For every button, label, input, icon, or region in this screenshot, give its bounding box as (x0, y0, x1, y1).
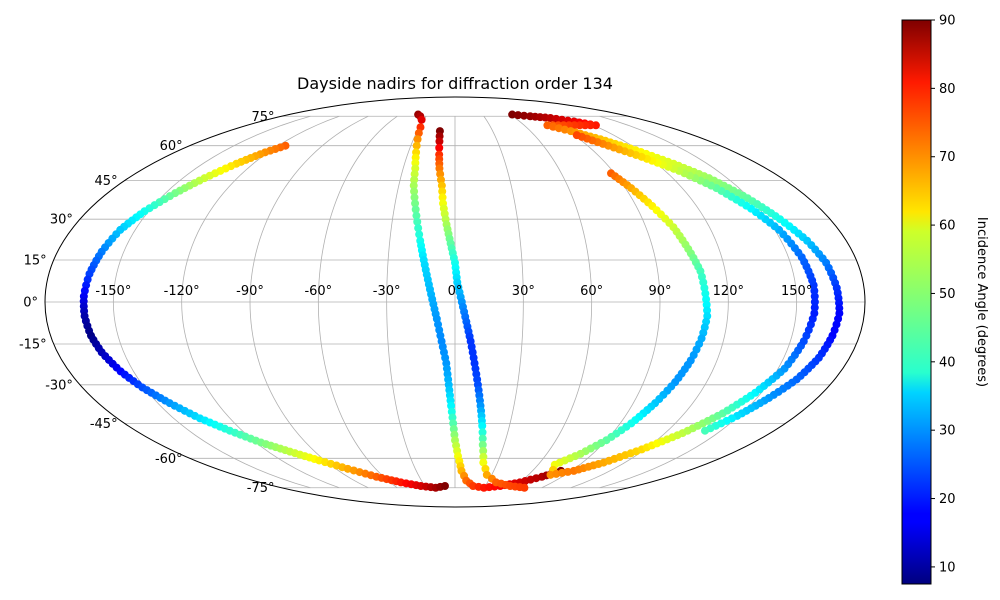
map-outline (44, 96, 866, 508)
data-point (440, 482, 449, 490)
colorbar-ticks: 10 20 30 40 50 60 70 80 90 (931, 14, 956, 575)
data-point (414, 129, 423, 138)
data-point (572, 131, 581, 140)
latitude-tick-label: -45° (90, 417, 118, 432)
colorbar-tick-label: 70 (939, 150, 956, 165)
latitude-tick-label: 60° (160, 139, 183, 154)
data-point (435, 143, 444, 152)
longitude-tick-label: 150° (781, 284, 812, 299)
data-point (810, 303, 819, 312)
data-point (478, 428, 487, 437)
colorbar: 10 20 30 40 50 60 70 80 90 Incidence Angle (degr… (901, 14, 989, 585)
colorbar-tick-label: 40 (939, 355, 956, 370)
colorbar-tick-label: 60 (939, 219, 956, 234)
data-point (412, 141, 421, 150)
latitude-tick-label: 45° (95, 174, 118, 189)
data-point (701, 426, 709, 435)
data-point (438, 193, 447, 202)
colorbar-label: Incidence Angle (degrees) (974, 217, 989, 387)
longitude-tick-label: 60° (580, 284, 603, 299)
data-point (703, 306, 712, 315)
data-point (415, 230, 424, 239)
latitude-labels: 75° 60° 45° 30° 15° 0° -15° -30° -45° -60° -75° (19, 110, 275, 496)
data-point (435, 137, 444, 146)
latitude-tick-label: 30° (50, 213, 73, 228)
longitude-tick-label: 90° (648, 284, 671, 299)
longitude-tick-label: 30° (512, 284, 535, 299)
data-point (481, 464, 490, 473)
data-point (447, 407, 456, 416)
data-point (413, 135, 422, 144)
data-point (410, 187, 419, 196)
latitude-tick-label: 0° (23, 296, 38, 311)
colorbar-tick-label: 90 (939, 14, 956, 29)
data-point (410, 175, 419, 184)
latitude-tick-label: 75° (251, 110, 274, 125)
data-point (437, 181, 446, 190)
data-point (479, 452, 488, 461)
data-point (409, 181, 418, 190)
data-point (417, 115, 426, 124)
latitude-tick-label: -30° (45, 378, 73, 393)
data-point (411, 205, 420, 214)
data-point (438, 187, 447, 196)
data-point (478, 440, 487, 449)
colorbar-tick-label: 80 (939, 82, 956, 97)
data-point (810, 298, 819, 306)
chart-title: Dayside nadirs for diffraction order 134 (297, 74, 613, 93)
data-point (448, 413, 457, 422)
data-point (479, 446, 488, 455)
data-point (520, 111, 529, 120)
data-point (563, 467, 572, 476)
colorbar-tick-label: 20 (939, 492, 956, 507)
data-point (478, 434, 487, 443)
data-points (79, 110, 844, 492)
longitude-tick-label: -90° (236, 284, 264, 299)
longitude-tick-label: 120° (713, 284, 744, 299)
data-point (508, 110, 517, 119)
data-point (410, 193, 419, 202)
latitude-tick-label: -60° (155, 452, 183, 467)
latitude-tick-label: -75° (247, 481, 275, 496)
longitude-tick-label: -150° (95, 284, 131, 299)
data-point (520, 483, 529, 492)
colorbar-tick-label: 30 (939, 424, 956, 439)
longitude-tick-label: 0° (448, 284, 463, 299)
longitude-tick-label: -60° (304, 284, 332, 299)
latitude-tick-label: -15° (19, 337, 47, 352)
data-point (514, 111, 523, 120)
data-point (560, 125, 569, 134)
data-point (479, 458, 488, 467)
latitude-tick-label: 15° (24, 254, 47, 269)
data-point (412, 211, 421, 220)
data-point (413, 217, 422, 226)
data-point (414, 224, 423, 233)
longitude-tick-label: -30° (373, 284, 401, 299)
colorbar-tick-label: 10 (939, 560, 956, 575)
colorbar-gradient (901, 19, 932, 585)
longitude-labels: -150° -120° -90° -60° -30° 0° 30° 60° 90° 120° 150… (95, 284, 812, 299)
data-point (478, 421, 487, 430)
data-point (447, 401, 456, 410)
data-point (411, 199, 420, 208)
longitude-tick-label: -120° (164, 284, 200, 299)
colorbar-tick-label: 50 (939, 287, 956, 302)
